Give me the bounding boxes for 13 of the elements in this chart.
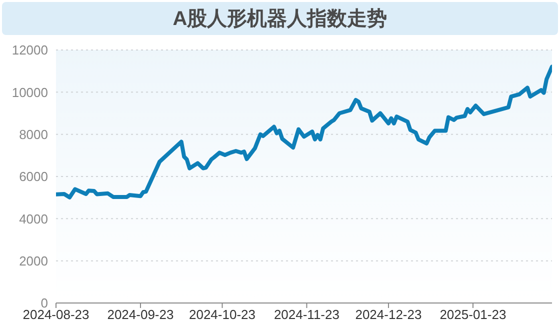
y-tick-label: 6000 xyxy=(19,169,48,184)
x-tick-label: 2025-01-23 xyxy=(440,307,506,322)
line-series xyxy=(56,64,552,200)
x-tick-label: 2024-09-23 xyxy=(107,307,174,322)
y-tick-label: 10000 xyxy=(12,84,48,100)
y-tick-label: 12000 xyxy=(12,42,48,58)
y-tick-label: 8000 xyxy=(19,126,48,142)
y-tick-label: 2000 xyxy=(19,253,48,268)
y-tick-label: 4000 xyxy=(19,211,48,226)
chart-title: A股人形机器人指数走势 xyxy=(2,2,558,35)
x-tick-label: 2024-10-23 xyxy=(188,307,256,322)
x-tick-label: 2024-11-23 xyxy=(274,307,340,322)
x-tick-label: 2024-12-23 xyxy=(355,307,422,322)
